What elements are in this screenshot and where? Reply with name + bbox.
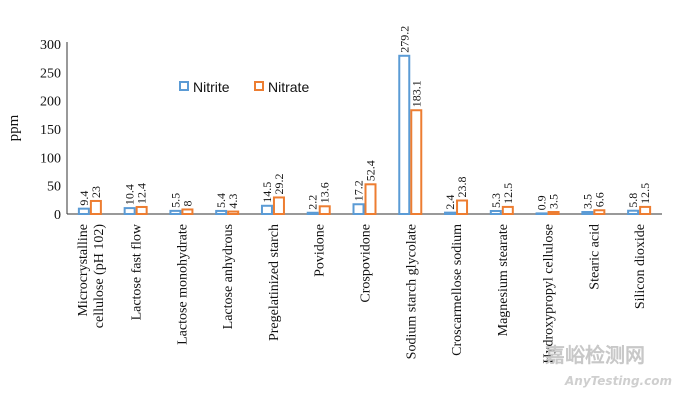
bar-nitrite — [352, 203, 365, 215]
bar-nitrite — [581, 211, 594, 215]
y-axis-label: ppm — [6, 114, 22, 141]
legend-swatch-nitrate — [254, 81, 264, 91]
data-label-nitrite: 2.4 — [443, 195, 457, 210]
bar-nitrate — [593, 209, 606, 215]
bar-nitrite — [444, 211, 457, 215]
bar-nitrite — [260, 204, 273, 216]
bar-nitrite — [215, 209, 228, 216]
bar-nitrite — [627, 209, 640, 215]
category-label: Croscarmellose sodium — [450, 224, 465, 356]
category-label: Silicon dioxide — [633, 224, 648, 309]
data-label-nitrite: 279.2 — [397, 26, 411, 53]
bar-nitrite — [169, 209, 182, 215]
data-label-nitrite: 3.5 — [580, 194, 594, 209]
bar-nitrate — [547, 211, 560, 215]
data-label-nitrate: 183.1 — [409, 80, 423, 107]
data-label-nitrate: 52.4 — [364, 160, 378, 181]
category-labels: Microcrystalline cellulose (pH 102) Lactos… — [76, 223, 648, 363]
category-label: Lactose fast flow — [130, 223, 145, 320]
watermark: 嘉峪检测网 AnyTesting.com — [544, 343, 672, 388]
category-label: cellulose (pH 102) — [92, 224, 107, 329]
legend: Nitrite Nitrate — [179, 79, 309, 95]
bar-nitrate — [181, 208, 194, 215]
bar-nitrate — [456, 199, 469, 216]
category-label: Microcrystalline — [76, 224, 91, 317]
category-label: Lactose monohydrate — [175, 224, 190, 345]
bar-nitrite — [535, 212, 548, 215]
bar-nitrate — [89, 199, 102, 215]
data-label-nitrite: 17.2 — [352, 180, 366, 201]
data-label-nitrite: 14.5 — [260, 182, 274, 203]
legend-label-nitrate: Nitrate — [268, 79, 309, 95]
bar-nitrite — [123, 207, 136, 216]
category-label: Pregelatinized starch — [267, 224, 282, 341]
data-label-nitrate: 23 — [89, 186, 103, 198]
data-label-nitrate: 12.5 — [638, 183, 652, 204]
y-tick-label: 0 — [54, 208, 61, 223]
y-axis: 0 50 100 150 200 250 300 — [40, 38, 662, 223]
bar-nitrite — [77, 207, 90, 216]
data-label-nitrate: 12.4 — [135, 183, 149, 204]
category-label: Sodium starch glycolate — [404, 224, 419, 359]
bar-nitrate — [501, 205, 514, 216]
data-label-nitrate: 12.5 — [501, 183, 515, 204]
bar-nitrate — [639, 205, 652, 216]
bar-nitrite — [306, 211, 319, 215]
bar-nitrate — [227, 210, 240, 216]
y-tick-label: 50 — [47, 180, 61, 195]
data-label-nitrite: 0.9 — [535, 195, 549, 210]
legend-label-nitrite: Nitrite — [193, 79, 230, 95]
legend-swatch-nitrite — [179, 81, 189, 91]
y-tick-label: 150 — [40, 123, 61, 138]
data-label-nitrite: 2.2 — [306, 195, 320, 210]
data-label-nitrate: 13.6 — [318, 182, 332, 203]
data-label-nitrite: 10.4 — [123, 184, 137, 205]
y-tick-label: 300 — [40, 38, 61, 53]
data-label-nitrate: 4.3 — [226, 194, 240, 209]
y-tick-label: 250 — [40, 66, 61, 81]
bar-nitrate — [135, 205, 148, 215]
bar-nitrate — [410, 109, 423, 215]
category-label: Magnesium stearate — [496, 224, 511, 336]
category-label: Crospovidone — [359, 224, 374, 303]
data-label-nitrite: 5.3 — [489, 193, 503, 208]
bar-nitrate — [318, 205, 331, 216]
watermark-main: 嘉峪检测网 — [544, 343, 645, 367]
data-label-nitrite: 5.8 — [626, 193, 640, 208]
bar-nitrite — [489, 209, 502, 216]
data-label-nitrite: 5.4 — [214, 193, 228, 208]
data-label-nitrate: 29.2 — [272, 173, 286, 194]
category-label: Lactose anhydrous — [221, 224, 236, 329]
bar-nitrite — [398, 54, 411, 215]
data-label-nitrate: 6.6 — [592, 192, 606, 207]
data-label-nitrite: 9.4 — [77, 191, 91, 206]
data-label-nitrate: 8 — [180, 200, 194, 206]
category-label: Povidone — [313, 224, 328, 277]
data-label-nitrite: 5.5 — [168, 193, 182, 208]
y-tick-label: 200 — [40, 95, 61, 110]
watermark-sub: AnyTesting.com — [564, 374, 672, 388]
category-label: Stearic acid — [587, 224, 602, 290]
bar-nitrate — [364, 183, 377, 216]
bar-nitrate — [272, 196, 285, 216]
y-tick-label: 100 — [40, 151, 61, 166]
data-label-nitrate: 23.8 — [455, 177, 469, 198]
category-label: Hydroxypropyl cellulose — [542, 224, 557, 364]
data-label-nitrate: 3.5 — [547, 194, 561, 209]
